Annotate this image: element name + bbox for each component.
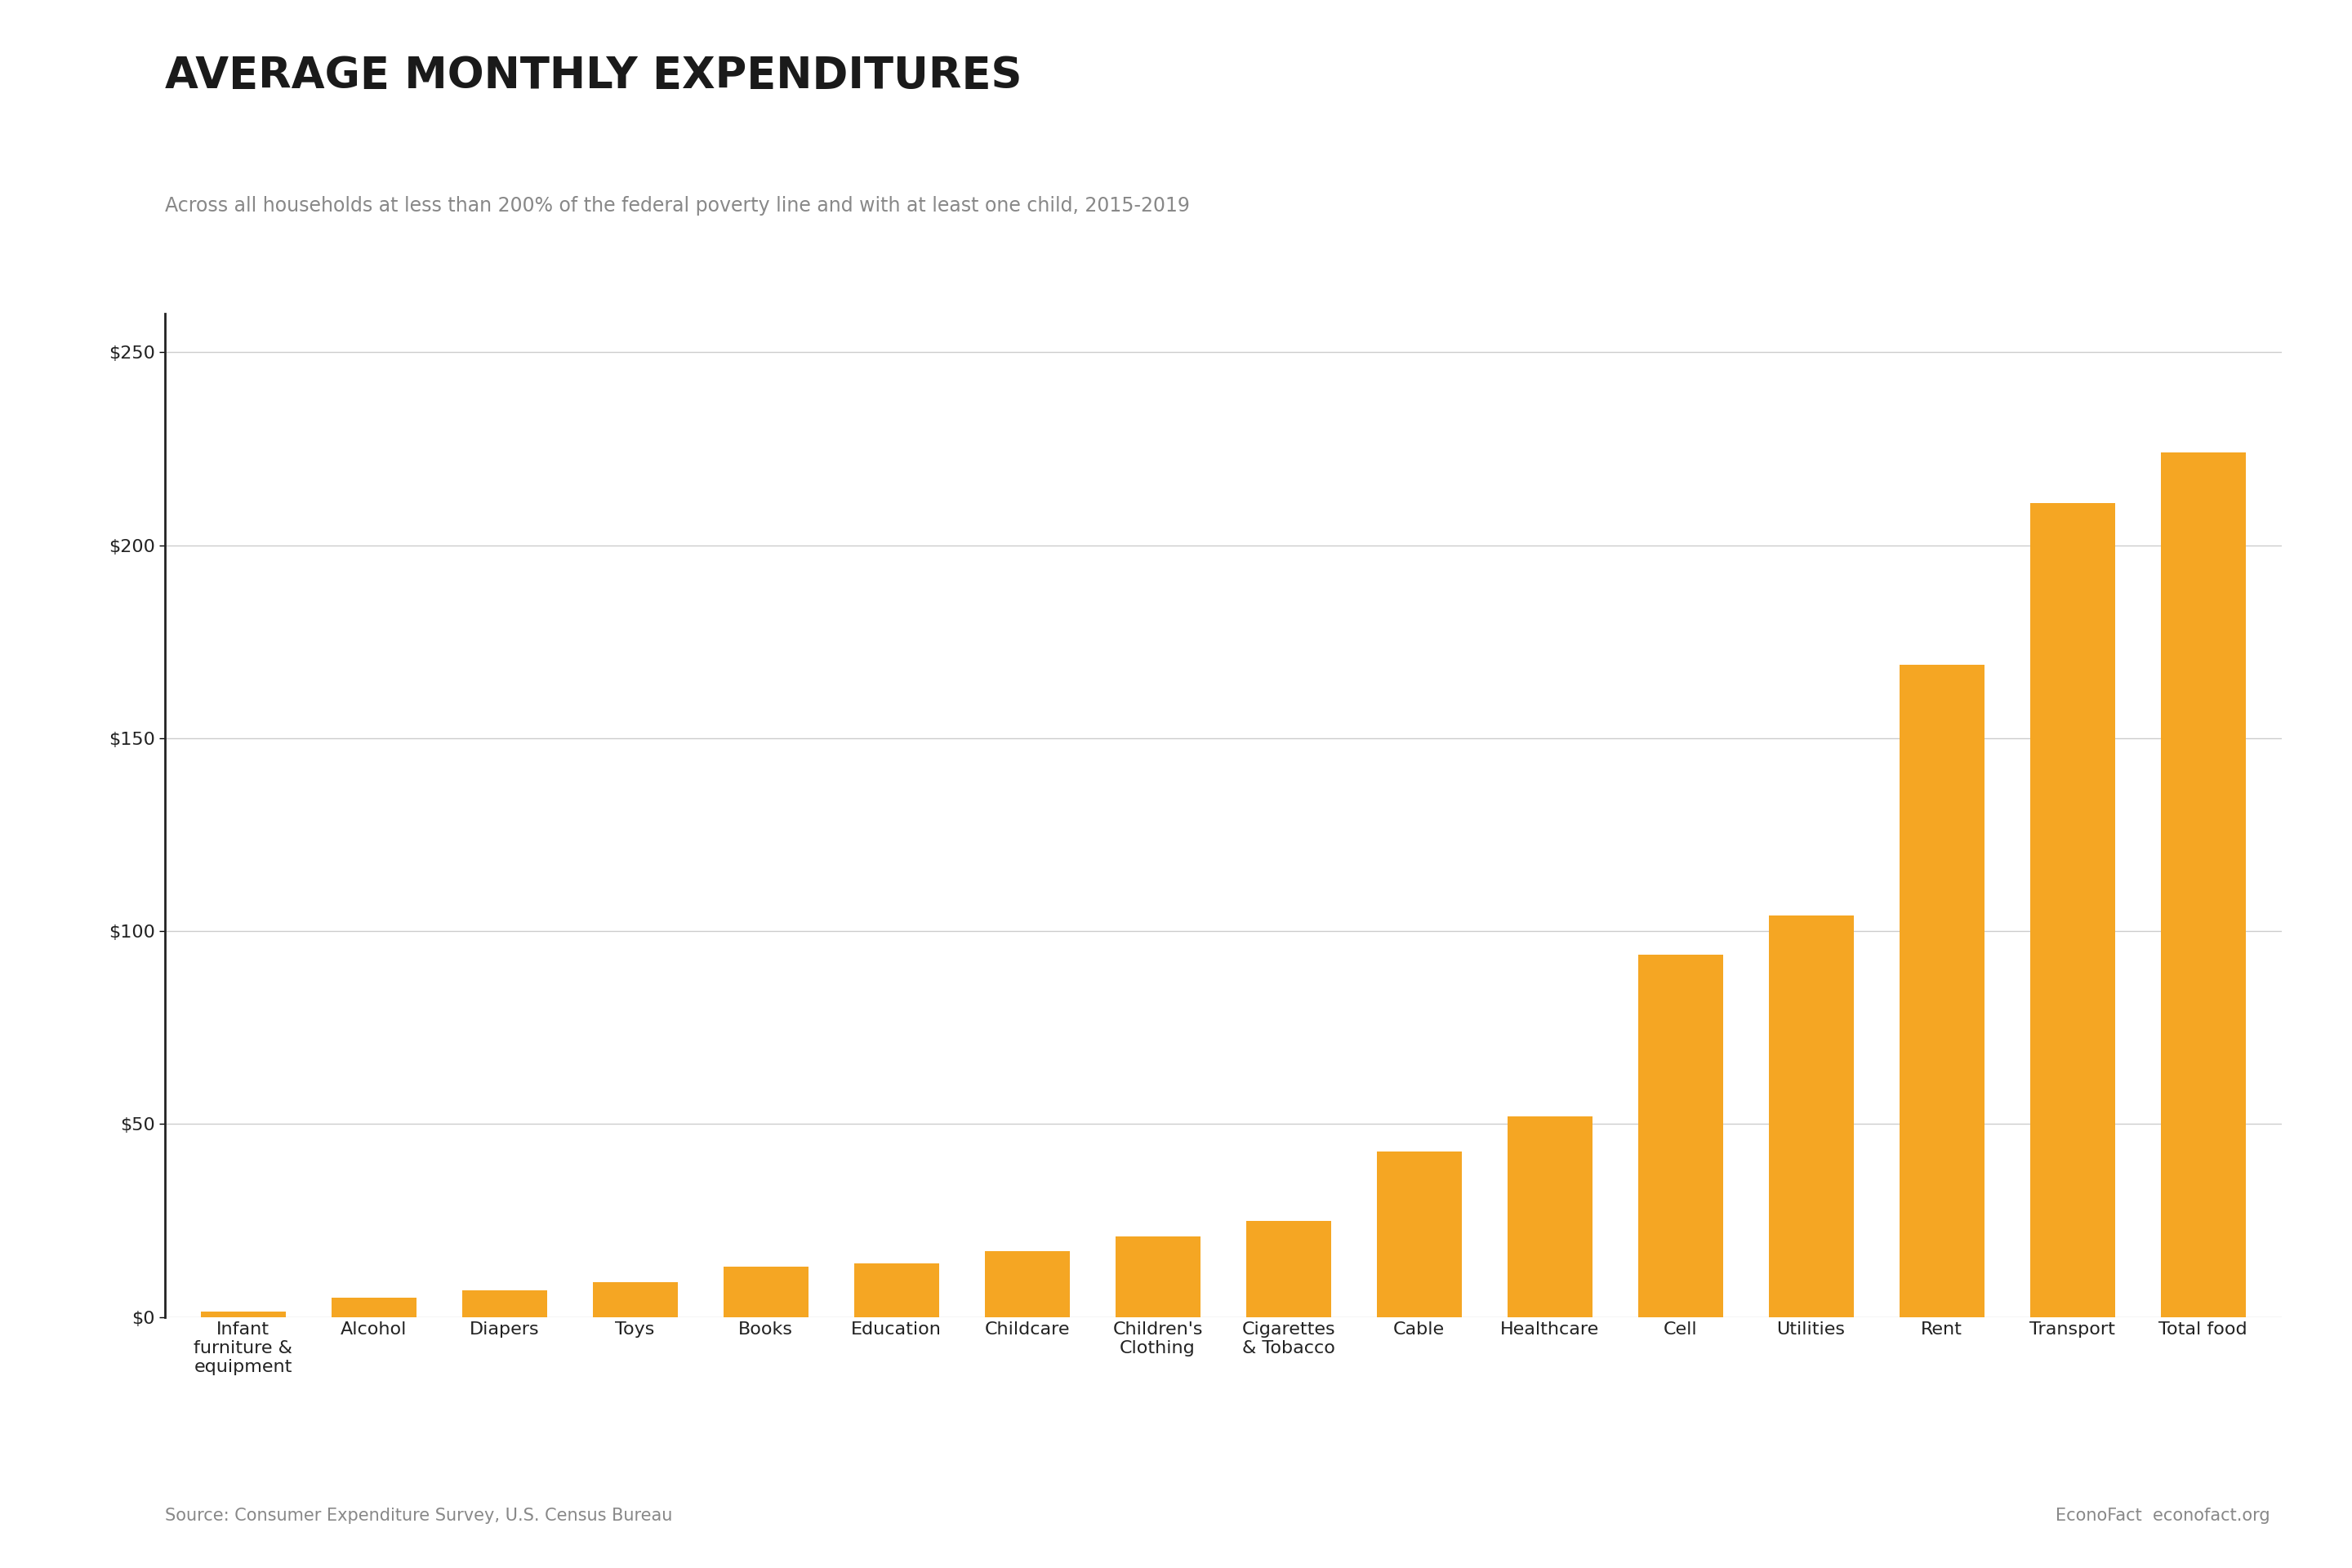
Bar xyxy=(1508,1116,1592,1317)
Bar xyxy=(2030,503,2114,1317)
Bar xyxy=(200,1311,285,1317)
Bar xyxy=(1247,1220,1331,1317)
Text: Source: Consumer Expenditure Survey, U.S. Census Bureau: Source: Consumer Expenditure Survey, U.S… xyxy=(165,1508,673,1524)
Bar xyxy=(1769,916,1853,1317)
Bar xyxy=(461,1290,546,1317)
Bar xyxy=(1637,955,1722,1317)
Bar xyxy=(1115,1236,1200,1317)
Text: AVERAGE MONTHLY EXPENDITURES: AVERAGE MONTHLY EXPENDITURES xyxy=(165,55,1021,97)
Bar xyxy=(2161,453,2246,1317)
Bar xyxy=(332,1298,416,1317)
Bar xyxy=(854,1264,938,1317)
Bar xyxy=(985,1251,1070,1317)
Bar xyxy=(724,1267,809,1317)
Text: Across all households at less than 200% of the federal poverty line and with at : Across all households at less than 200% … xyxy=(165,196,1190,216)
Bar xyxy=(593,1283,677,1317)
Bar xyxy=(1900,665,1985,1317)
Bar xyxy=(1376,1151,1461,1317)
Text: EconoFact  econofact.org: EconoFact econofact.org xyxy=(2056,1508,2270,1524)
